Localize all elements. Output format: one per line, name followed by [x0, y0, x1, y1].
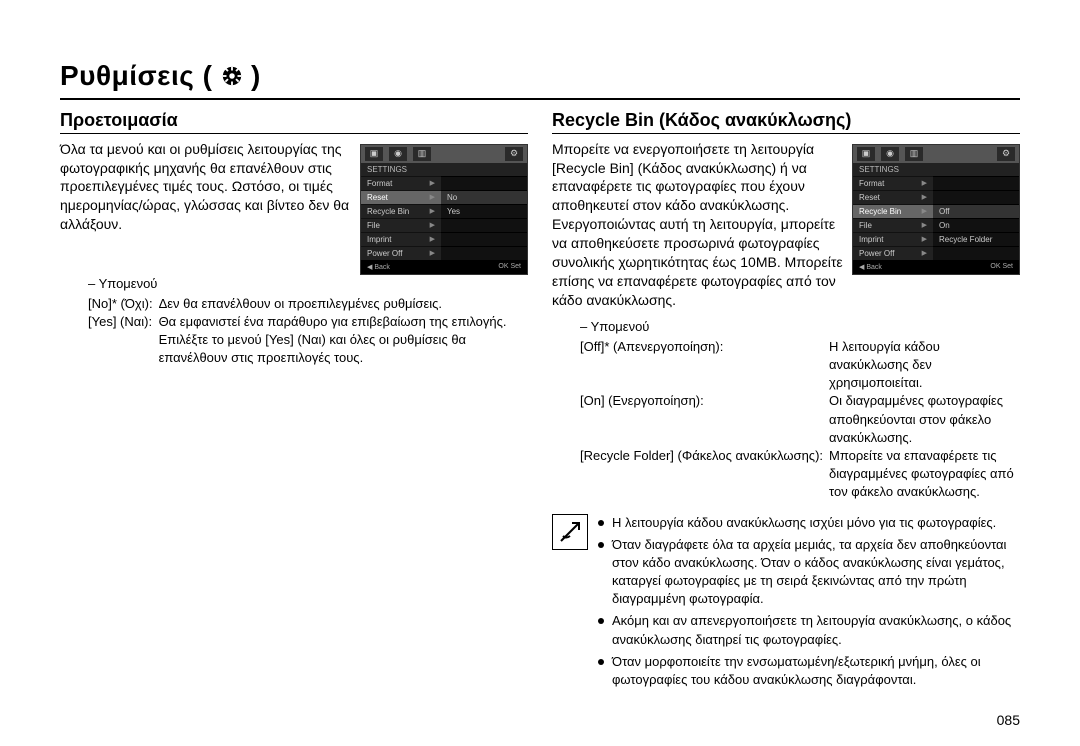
definition-row: [Off]* (Απενεργοποίηση):Η λειτουργία κάδ… [580, 338, 1020, 393]
footer-back: ◀ Back [367, 263, 390, 271]
right-heading: Recycle Bin (Κάδος ανακύκλωσης) [552, 110, 1020, 134]
note-icon [552, 514, 588, 550]
settings-icon: ⚙ [505, 147, 523, 161]
menu-row: File▶ [361, 218, 527, 232]
left-column: Προετοιμασία ▣ ◉ ▥ ⚙ SETTINGS Format▶Res… [60, 110, 528, 694]
submenu-label: – Υπομενού [580, 318, 1020, 336]
submenu-label: – Υπομενού [88, 275, 528, 293]
right-defs: [Off]* (Απενεργοποίηση):Η λειτουργία κάδ… [580, 338, 1020, 502]
menu-row: Recycle Bin▶Yes [361, 204, 527, 218]
menu-row: Recycle Bin▶Off [853, 204, 1019, 218]
screenshot-footer: ◀ Back OK Set [361, 260, 527, 274]
page-title: Ρυθμίσεις ( ) [60, 60, 1020, 100]
title-text: Ρυθμίσεις ( [60, 60, 221, 91]
menu-row: Reset▶No [361, 190, 527, 204]
screenshot-topbar: ▣ ◉ ▥ ⚙ [853, 145, 1019, 163]
title-suffix: ) [243, 60, 261, 91]
menu-row: Power Off▶ [853, 246, 1019, 260]
menu-row: Format▶ [361, 176, 527, 190]
menu-row: Imprint▶ [361, 232, 527, 246]
menu-row: File▶On [853, 218, 1019, 232]
note-item: Όταν μορφοποιείτε την ενσωματωμένη/εξωτε… [598, 653, 1020, 689]
camera-icon: ▣ [857, 147, 875, 161]
screenshot-header: SETTINGS [361, 163, 527, 176]
settings-icon: ⚙ [997, 147, 1015, 161]
right-column: Recycle Bin (Κάδος ανακύκλωσης) ▣ ◉ ▥ ⚙ … [552, 110, 1020, 694]
display-icon: ▥ [413, 147, 431, 161]
note-item: Ακόμη και αν απενεργοποιήσετε τη λειτουρ… [598, 612, 1020, 648]
left-screenshot: ▣ ◉ ▥ ⚙ SETTINGS Format▶Reset▶NoRecycle … [360, 144, 528, 275]
note-box: Η λειτουργία κάδου ανακύκλωσης ισχύει μό… [552, 514, 1020, 694]
definition-row: [On] (Ενεργοποίηση):Οι διαγραμμένες φωτο… [580, 392, 1020, 447]
menu-row: Reset▶ [853, 190, 1019, 204]
left-defs: [No]* (Όχι):Δεν θα επανέλθουν οι προεπιλ… [88, 295, 528, 368]
camera-icon: ▣ [365, 147, 383, 161]
note-item: Όταν διαγράφετε όλα τα αρχεία μεμιάς, τα… [598, 536, 1020, 609]
menu-row: Power Off▶ [361, 246, 527, 260]
display-icon: ▥ [905, 147, 923, 161]
sound-icon: ◉ [881, 147, 899, 161]
definition-row: [No]* (Όχι):Δεν θα επανέλθουν οι προεπιλ… [88, 295, 528, 313]
note-item: Η λειτουργία κάδου ανακύκλωσης ισχύει μό… [598, 514, 1020, 532]
footer-set: OK Set [498, 263, 521, 270]
note-list: Η λειτουργία κάδου ανακύκλωσης ισχύει μό… [598, 514, 1020, 694]
screenshot-header: SETTINGS [853, 163, 1019, 176]
menu-row: Imprint▶Recycle Folder [853, 232, 1019, 246]
left-heading: Προετοιμασία [60, 110, 528, 134]
footer-set: OK Set [990, 263, 1013, 270]
definition-row: [Yes] (Ναι):Θα εμφανιστεί ένα παράθυρο γ… [88, 313, 528, 368]
page-number: 085 [997, 712, 1020, 728]
sound-icon: ◉ [389, 147, 407, 161]
gear-icon [221, 62, 243, 94]
screenshot-footer: ◀ Back OK Set [853, 260, 1019, 274]
screenshot-rows-right: Format▶Reset▶Recycle Bin▶OffFile▶OnImpri… [853, 176, 1019, 260]
screenshot-topbar: ▣ ◉ ▥ ⚙ [361, 145, 527, 163]
definition-row: [Recycle Folder] (Φάκελος ανακύκλωσης):Μ… [580, 447, 1020, 502]
footer-back: ◀ Back [859, 263, 882, 271]
menu-row: Format▶ [853, 176, 1019, 190]
right-screenshot: ▣ ◉ ▥ ⚙ SETTINGS Format▶Reset▶Recycle Bi… [852, 144, 1020, 275]
screenshot-rows-left: Format▶Reset▶NoRecycle Bin▶YesFile▶Impri… [361, 176, 527, 260]
